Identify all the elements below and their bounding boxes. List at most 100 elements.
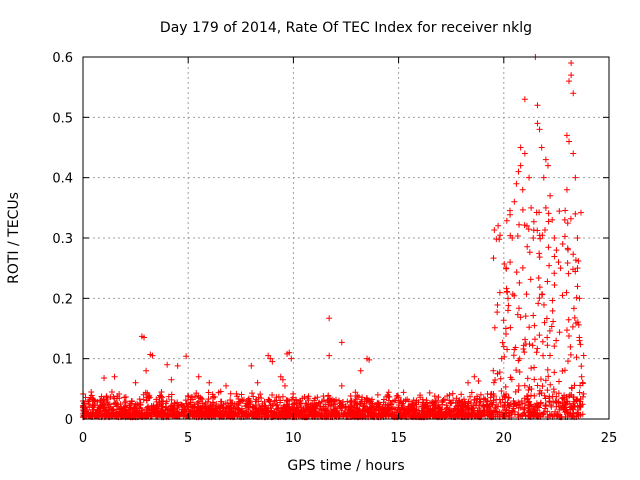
- data-point: [535, 275, 542, 282]
- data-point: [568, 72, 575, 79]
- data-point: [526, 249, 533, 256]
- data-point: [481, 396, 488, 403]
- data-point: [416, 412, 423, 419]
- data-point: [572, 174, 579, 181]
- data-point: [205, 407, 212, 414]
- data-point: [277, 397, 284, 404]
- data-point: [531, 322, 538, 329]
- data-point: [137, 401, 144, 408]
- data-point: [564, 409, 571, 416]
- data-point: [503, 330, 510, 337]
- data-point: [577, 396, 584, 403]
- data-point: [551, 235, 558, 241]
- x-tick-label: 20: [496, 431, 513, 446]
- data-point: [283, 402, 290, 409]
- data-point: [154, 401, 161, 408]
- data-point: [523, 222, 530, 229]
- data-point: [153, 408, 160, 415]
- data-point: [121, 394, 128, 401]
- data-point: [534, 382, 541, 389]
- data-point: [83, 404, 90, 411]
- data-point: [266, 397, 273, 404]
- data-point: [164, 406, 171, 413]
- data-point: [158, 403, 165, 410]
- data-point: [517, 162, 524, 169]
- y-tick-label: 0: [65, 413, 73, 428]
- data-point: [507, 401, 514, 408]
- data-point: [541, 319, 548, 326]
- data-point: [466, 411, 473, 418]
- data-point: [570, 305, 577, 312]
- data-point: [111, 373, 118, 380]
- data-point: [367, 404, 374, 411]
- data-point: [250, 412, 257, 419]
- data-point: [519, 186, 526, 193]
- data-point: [529, 342, 536, 349]
- data-point: [144, 409, 151, 416]
- data-point: [207, 411, 214, 418]
- data-point: [211, 408, 218, 415]
- data-point: [518, 398, 525, 405]
- x-tick-label: 25: [601, 431, 618, 446]
- data-point: [503, 265, 510, 272]
- grid-lines: [83, 57, 609, 419]
- data-point: [391, 397, 398, 404]
- data-point: [331, 406, 338, 413]
- data-point: [94, 407, 101, 414]
- x-axis: 0 5 10 15 20 25: [79, 57, 617, 446]
- data-point: [446, 397, 453, 404]
- data-point: [101, 374, 108, 381]
- data-point: [312, 395, 319, 402]
- data-point: [174, 362, 181, 369]
- data-point: [423, 397, 430, 404]
- data-point: [443, 402, 450, 409]
- data-point: [360, 408, 367, 415]
- data-point: [497, 399, 504, 406]
- data-point: [121, 403, 128, 410]
- data-point: [568, 60, 575, 67]
- data-point: [526, 409, 533, 416]
- data-point: [323, 408, 330, 415]
- data-point: [527, 276, 534, 283]
- data-point: [577, 341, 584, 348]
- data-point: [544, 334, 551, 341]
- data-point: [578, 209, 585, 216]
- data-point: [359, 394, 366, 401]
- data-point: [538, 390, 545, 397]
- data-point: [143, 367, 150, 374]
- data-point: [286, 349, 293, 356]
- data-point: [498, 355, 505, 362]
- data-point: [195, 373, 202, 380]
- data-point: [420, 412, 427, 419]
- data-point: [488, 400, 495, 407]
- data-point: [563, 186, 570, 193]
- data-point: [313, 401, 320, 408]
- data-point: [291, 408, 298, 415]
- data-point: [557, 403, 564, 410]
- data-point: [490, 255, 497, 262]
- data-point: [345, 404, 352, 411]
- y-tick-label: 0.3: [52, 232, 73, 247]
- data-point: [544, 342, 551, 349]
- data-point: [541, 409, 548, 416]
- data-point: [528, 365, 535, 372]
- data-point: [521, 382, 528, 389]
- data-point: [540, 301, 547, 308]
- data-point: [191, 403, 198, 410]
- data-point: [515, 382, 522, 389]
- data-point: [223, 382, 230, 389]
- data-point: [534, 120, 541, 127]
- data-point: [551, 270, 558, 277]
- data-point: [503, 410, 510, 417]
- data-point: [507, 324, 514, 331]
- data-point: [563, 132, 570, 139]
- data-point: [319, 398, 326, 405]
- data-point: [349, 413, 356, 420]
- data-point: [145, 393, 152, 400]
- data-point: [141, 334, 148, 341]
- data-point: [488, 390, 495, 397]
- data-point: [265, 352, 272, 359]
- data-point: [114, 411, 121, 418]
- data-point: [539, 383, 546, 390]
- data-point: [100, 401, 107, 408]
